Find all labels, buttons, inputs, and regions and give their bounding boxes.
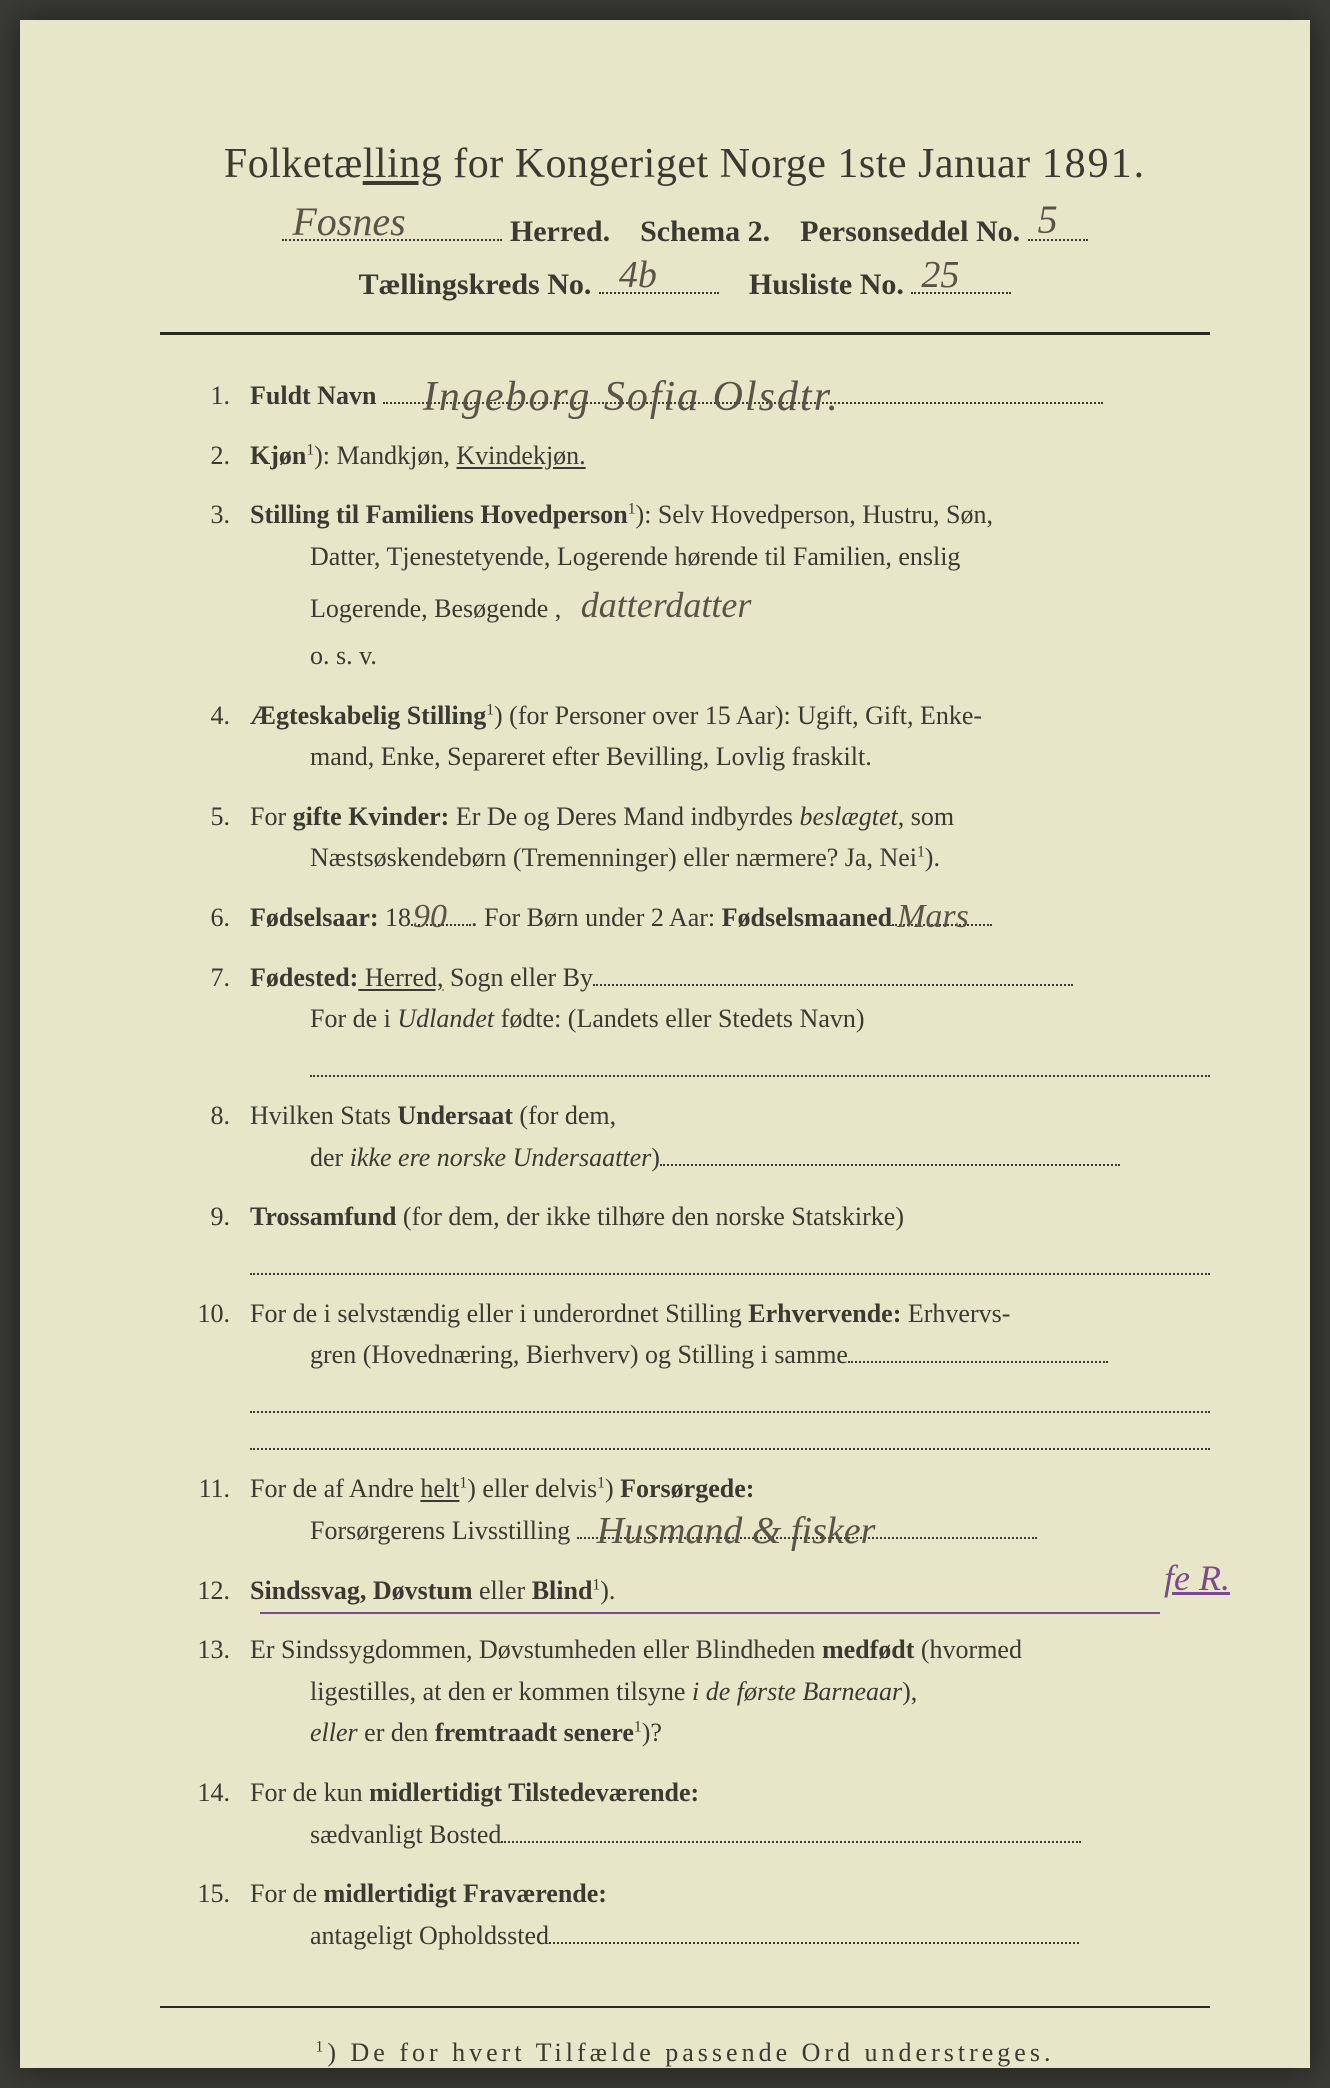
entry-num: 4.	[190, 695, 250, 778]
year-field: 90	[411, 900, 471, 926]
entry-body: Fødselsaar: 1890. For Børn under 2 Aar: …	[250, 897, 1210, 939]
husliste-label: Husliste No.	[749, 268, 904, 301]
entry-body: For gifte Kvinder: Er De og Deres Mand i…	[250, 796, 1210, 879]
entry-7: 7. Fødested: Herred, Sogn eller By For d…	[190, 957, 1210, 1077]
entry-6: 6. Fødselsaar: 1890. For Børn under 2 Aa…	[190, 897, 1210, 939]
month-field: Mars	[892, 900, 992, 926]
footnote: 1) De for hvert Tilfælde passende Ord un…	[160, 2038, 1210, 2068]
entry-num: 3.	[190, 494, 250, 676]
footer-divider	[160, 2006, 1210, 2008]
personseddel-hw: 5	[1038, 196, 1058, 243]
census-form-page: Folketælling for Kongeriget Norge 1ste J…	[20, 20, 1310, 2068]
header-divider	[160, 332, 1210, 335]
provider-field: Husmand & fisker	[577, 1513, 1037, 1539]
entry-num: 8.	[190, 1095, 250, 1178]
entry-11: 11. For de af Andre helt1) eller delvis1…	[190, 1468, 1210, 1551]
entry-num: 7.	[190, 957, 250, 1077]
entry-num: 1.	[190, 375, 250, 417]
entry-5: 5. For gifte Kvinder: Er De og Deres Man…	[190, 796, 1210, 879]
subtitle-row-1: Fosnes Herred. Schema 2. Personseddel No…	[160, 208, 1210, 249]
title-word1: Folketælling	[224, 141, 442, 187]
kreds-field: 4b	[599, 261, 719, 294]
personseddel-field: 5	[1028, 208, 1088, 241]
entry-13: 13. Er Sindssygdommen, Døvstumheden elle…	[190, 1629, 1210, 1754]
entry-3: 3. Stilling til Familiens Hovedperson1):…	[190, 494, 1210, 676]
kreds-label: Tællingskreds No.	[359, 268, 592, 301]
herred-field: Fosnes	[282, 208, 502, 241]
entry-num: 6.	[190, 897, 250, 939]
husliste-hw: 25	[921, 253, 959, 297]
schema-label: Schema 2.	[640, 215, 770, 248]
entries-list: 1. Fuldt Navn Ingeborg Sofia Olsdtr. 2. …	[160, 375, 1210, 1956]
entry-14: 14. For de kun midlertidigt Tilstedevære…	[190, 1772, 1210, 1855]
entry-15: 15. For de midlertidigt Fraværende: anta…	[190, 1873, 1210, 1956]
month-hw: Mars	[897, 890, 969, 944]
entry-10: 10. For de i selvstændig eller i underor…	[190, 1293, 1210, 1451]
entry-num: 11.	[190, 1468, 250, 1551]
husliste-field: 25	[911, 261, 1011, 294]
entry-body: Kjøn1): Mandkjøn, Kvindekjøn.	[250, 435, 1210, 477]
entry-body: For de kun midlertidigt Tilstedeværende:…	[250, 1772, 1210, 1855]
entry-num: 2.	[190, 435, 250, 477]
entry-num: 13.	[190, 1629, 250, 1754]
entry-body: Fuldt Navn Ingeborg Sofia Olsdtr.	[250, 375, 1210, 417]
entry-num: 5.	[190, 796, 250, 879]
entry-12: 12. Sindssvag, Døvstum eller Blind1). fe…	[190, 1570, 1210, 1612]
entry-num: 12.	[190, 1570, 250, 1612]
main-title: Folketælling for Kongeriget Norge 1ste J…	[160, 140, 1210, 188]
relation-hw: datterdatter	[581, 585, 752, 625]
entry-num: 14.	[190, 1772, 250, 1855]
provider-hw: Husmand & fisker	[597, 1501, 876, 1562]
entry-body: Ægteskabelig Stilling1) (for Personer ov…	[250, 695, 1210, 778]
kvinde-underlined: Kvindekjøn.	[456, 441, 585, 470]
entry-body: For de midlertidigt Fraværende: antageli…	[250, 1873, 1210, 1956]
name-field: Ingeborg Sofia Olsdtr.	[383, 378, 1103, 404]
purple-annotation: fe R.	[1164, 1550, 1230, 1608]
entry-2: 2. Kjøn1): Mandkjøn, Kvindekjøn.	[190, 435, 1210, 477]
entry-body: Sindssvag, Døvstum eller Blind1). fe R.	[250, 1570, 1210, 1612]
entry-1: 1. Fuldt Navn Ingeborg Sofia Olsdtr.	[190, 375, 1210, 417]
personseddel-label: Personseddel No.	[800, 215, 1020, 248]
entry-num: 15.	[190, 1873, 250, 1956]
entry-body: Fødested: Herred, Sogn eller By For de i…	[250, 957, 1210, 1077]
year-hw: 90	[413, 890, 447, 944]
entry-num: 9.	[190, 1196, 250, 1275]
herred-handwriting: Fosnes	[292, 198, 405, 245]
entry-num: 10.	[190, 1293, 250, 1451]
subtitle-row-2: Tællingskreds No. 4b Husliste No. 25	[160, 261, 1210, 302]
kreds-hw: 4b	[619, 253, 657, 297]
entry-body: Hvilken Stats Undersaat (for dem, der ik…	[250, 1095, 1210, 1178]
entry-body: Stilling til Familiens Hovedperson1): Se…	[250, 494, 1210, 676]
entry-body: Er Sindssygdommen, Døvstumheden eller Bl…	[250, 1629, 1210, 1754]
purple-strikethrough	[260, 1612, 1160, 1614]
entry-body: For de i selvstændig eller i underordnet…	[250, 1293, 1210, 1451]
entry-body: Trossamfund (for dem, der ikke tilhøre d…	[250, 1196, 1210, 1275]
entry-8: 8. Hvilken Stats Undersaat (for dem, der…	[190, 1095, 1210, 1178]
entry-9: 9. Trossamfund (for dem, der ikke tilhør…	[190, 1196, 1210, 1275]
entry-body: For de af Andre helt1) eller delvis1) Fo…	[250, 1468, 1210, 1551]
herred-label: Herred.	[510, 215, 610, 248]
entry-4: 4. Ægteskabelig Stilling1) (for Personer…	[190, 695, 1210, 778]
name-hw: Ingeborg Sofia Olsdtr.	[423, 364, 840, 431]
